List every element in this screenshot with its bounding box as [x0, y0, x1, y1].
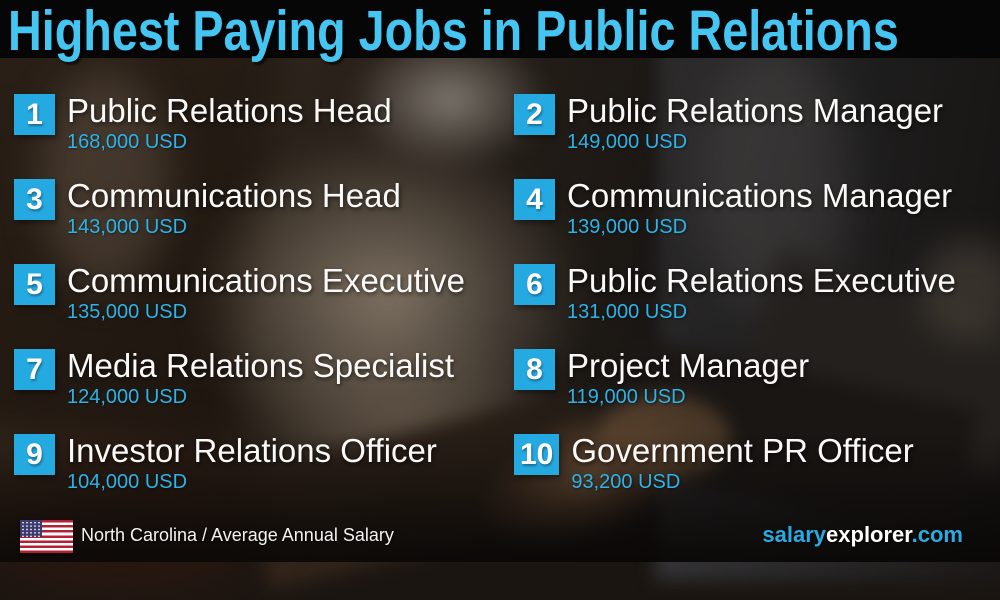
job-title: Communications Executive: [67, 262, 465, 299]
job-list-item: 4 Communications Manager 139,000 USD: [514, 173, 990, 258]
job-list-item: 7 Media Relations Specialist 124,000 USD: [14, 343, 514, 428]
rank-badge: 6: [514, 264, 555, 305]
rank-badge: 5: [14, 264, 55, 305]
bg-bottom-vignette: [0, 432, 1000, 562]
brand-part-com: .com: [911, 522, 963, 547]
job-title: Public Relations Executive: [567, 262, 956, 299]
rank-badge: 2: [514, 94, 555, 135]
job-salary: 131,000 USD: [567, 301, 688, 323]
job-list-item: 9 Investor Relations Officer 104,000 USD: [14, 428, 514, 513]
rank-badge: 3: [14, 179, 55, 220]
job-salary: 143,000 USD: [67, 216, 188, 238]
job-text-block: Communications Manager 139,000 USD: [567, 177, 952, 239]
job-text-block: Public Relations Executive 131,000 USD: [567, 262, 956, 324]
job-text-block: Communications Executive 135,000 USD: [67, 262, 465, 324]
job-title: Public Relations Head: [67, 92, 392, 129]
job-list-item: 10 Government PR Officer 93,200 USD: [514, 428, 990, 513]
job-salary: 104,000 USD: [67, 471, 188, 493]
job-title: Public Relations Manager: [567, 92, 944, 129]
job-salary: 119,000 USD: [567, 386, 686, 408]
footer-caption: North Carolina / Average Annual Salary: [81, 525, 394, 545]
job-salary: 168,000 USD: [67, 131, 188, 153]
rank-badge: 7: [14, 349, 55, 390]
title-bar: [0, 0, 1000, 58]
bg-right-hand: [920, 240, 1000, 340]
job-text-block: Media Relations Specialist 124,000 USD: [67, 347, 454, 409]
jobs-grid: 1 Public Relations Head 168,000 USD 2 Pu…: [14, 88, 990, 513]
job-title: Project Manager: [567, 347, 810, 384]
us-flag-canton: [20, 520, 42, 537]
job-text-block: Investor Relations Officer 104,000 USD: [67, 432, 437, 494]
job-list-item: 1 Public Relations Head 168,000 USD: [14, 88, 514, 173]
job-title: Communications Manager: [567, 177, 953, 214]
job-title: Media Relations Specialist: [67, 347, 455, 384]
rank-badge: 10: [514, 434, 560, 475]
job-salary: 135,000 USD: [67, 301, 188, 323]
footer: North Carolina / Average Annual Salary s…: [0, 514, 1000, 562]
job-text-block: Communications Head 143,000 USD: [67, 177, 401, 239]
job-list-item: 2 Public Relations Manager 149,000 USD: [514, 88, 990, 173]
job-text-block: Public Relations Head 168,000 USD: [67, 92, 392, 154]
job-text-block: Government PR Officer 93,200 USD: [571, 432, 913, 494]
job-text-block: Project Manager 119,000 USD: [567, 347, 809, 409]
page-title: Highest Paying Jobs in Public Relations: [8, 0, 899, 63]
job-salary: 139,000 USD: [567, 216, 688, 238]
rank-badge: 8: [514, 349, 555, 390]
rank-badge: 4: [514, 179, 555, 220]
brand-part-explorer: explorer: [826, 522, 912, 547]
rank-badge: 9: [14, 434, 55, 475]
job-salary: 149,000 USD: [567, 131, 688, 153]
job-list-item: 8 Project Manager 119,000 USD: [514, 343, 990, 428]
bg-left-highlight: [40, 70, 170, 290]
job-salary: 124,000 USD: [67, 386, 188, 408]
us-flag-icon: [20, 520, 73, 553]
brand-part-salary: salary: [762, 522, 827, 547]
job-salary: 93,200 USD: [571, 471, 681, 493]
job-title: Investor Relations Officer: [67, 432, 437, 469]
rank-badge: 1: [14, 94, 55, 135]
job-title: Government PR Officer: [571, 432, 914, 469]
brand-logo: salaryexplorer.com: [762, 522, 963, 548]
job-list-item: 6 Public Relations Executive 131,000 USD: [514, 258, 990, 343]
job-title: Communications Head: [67, 177, 401, 214]
job-text-block: Public Relations Manager 149,000 USD: [567, 92, 943, 154]
job-list-item: 3 Communications Head 143,000 USD: [14, 173, 514, 258]
job-list-item: 5 Communications Executive 135,000 USD: [14, 258, 514, 343]
